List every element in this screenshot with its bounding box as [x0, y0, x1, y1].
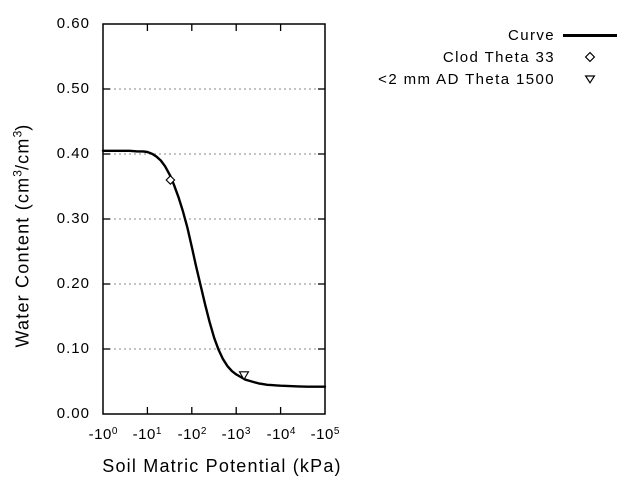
legend-entry-2mm-ad-theta-1500: <2 mm AD Theta 1500	[378, 68, 617, 90]
legend-label: Curve	[507, 26, 555, 44]
y-tick-label: 0.30	[56, 210, 90, 227]
x-tick-label: -101	[122, 423, 172, 443]
y-axis-title-text: /cm	[12, 137, 33, 171]
x-tick-base: -10	[310, 426, 334, 443]
y-tick-label: 0.20	[56, 275, 90, 292]
legend-label: <2 mm AD Theta 1500	[378, 70, 555, 88]
x-tick-base: -10	[177, 426, 201, 443]
x-tick-exponent: 3	[244, 426, 251, 437]
x-tick-base: -10	[88, 426, 112, 443]
x-tick-label: -103	[211, 423, 261, 443]
legend-entry-curve: Curve	[378, 24, 617, 46]
y-axis-title-sup: 3	[10, 130, 25, 138]
x-tick-exponent: 2	[200, 426, 207, 437]
x-tick-exponent: 0	[111, 426, 118, 437]
x-tick-exponent: 5	[333, 426, 340, 437]
y-tick-label: 0.10	[56, 340, 90, 357]
data-point-triangle-down	[238, 371, 250, 381]
x-tick-base: -10	[266, 426, 290, 443]
y-axis-title: Water Content (cm3/cm3)	[11, 96, 34, 376]
curve-line-sample-icon	[563, 33, 617, 37]
y-tick-label: 0.40	[56, 145, 90, 162]
y-tick-label: 0.50	[56, 80, 90, 97]
x-tick-exponent: 1	[155, 426, 162, 437]
x-tick-label: -104	[256, 423, 306, 443]
curve-line	[101, 149, 327, 388]
triangle-down-marker-icon	[563, 72, 617, 86]
x-tick-exponent: 4	[289, 426, 296, 437]
legend: Curve Clod Theta 33 <2 mm AD Theta 1500	[378, 24, 617, 90]
y-tick-label: 0.60	[56, 15, 90, 32]
x-tick-label: -102	[167, 423, 217, 443]
x-tick-base: -10	[221, 426, 245, 443]
y-tick-label: 0.00	[56, 405, 90, 422]
legend-entry-clod-theta-33: Clod Theta 33	[378, 46, 617, 68]
x-tick-label: -100	[78, 423, 128, 443]
diamond-marker-icon	[563, 50, 617, 64]
x-axis-title: Soil Matric Potential (kPa)	[102, 456, 342, 476]
y-axis-title-text: )	[12, 123, 33, 131]
y-axis-title-sup: 3	[10, 170, 25, 177]
data-point-diamond	[165, 175, 176, 185]
legend-label: Clod Theta 33	[442, 48, 555, 66]
y-axis-title-text: Water Content (cm	[12, 176, 33, 348]
x-tick-label: -105	[300, 423, 350, 443]
x-tick-base: -10	[132, 426, 156, 443]
